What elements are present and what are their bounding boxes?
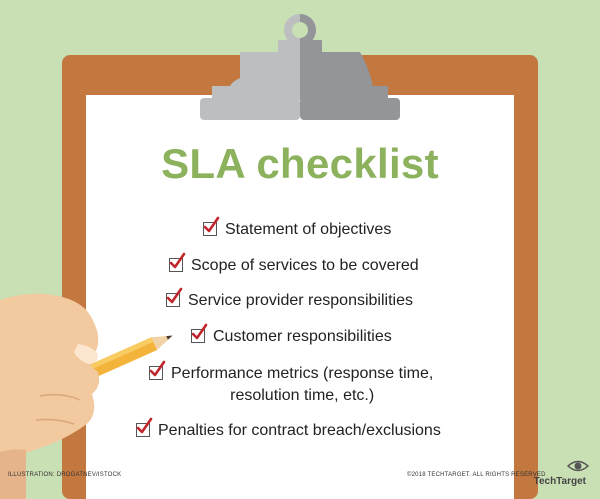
copyright-text: ©2018 TECHTARGET. ALL RIGHTS RESERVED (407, 472, 546, 478)
eye-logo-icon (566, 456, 590, 476)
illustration-credit: ILLUSTRATION: DROGATNEV/ISTOCK (8, 472, 121, 478)
brand-logo: TechTarget (534, 476, 586, 487)
